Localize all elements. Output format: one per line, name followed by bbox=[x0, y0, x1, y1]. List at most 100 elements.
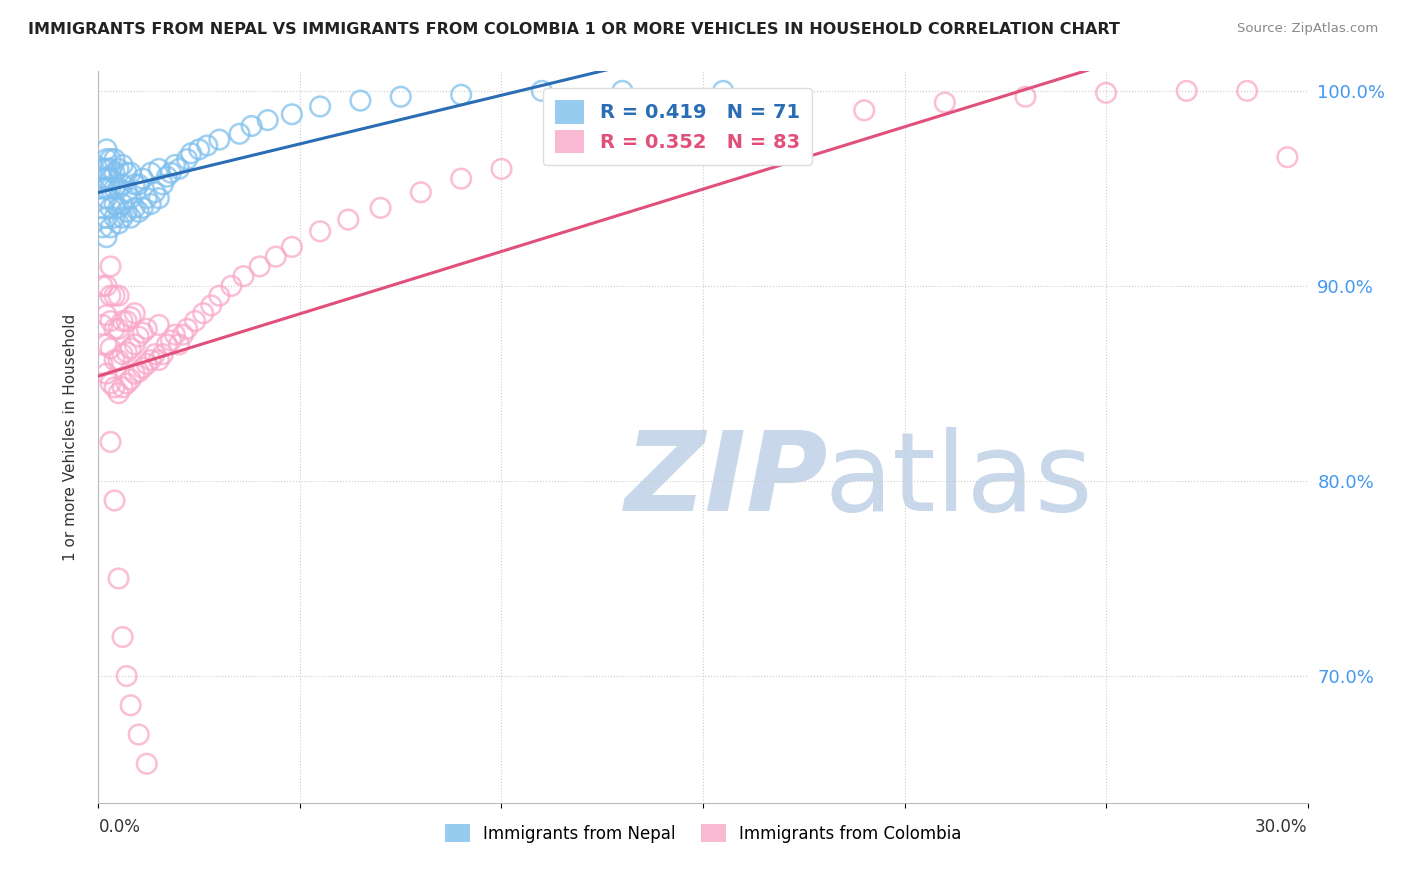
Point bbox=[228, 127, 250, 141]
Point bbox=[103, 380, 125, 394]
Point bbox=[120, 698, 142, 713]
Point bbox=[111, 314, 134, 328]
Point bbox=[128, 178, 150, 192]
Point bbox=[232, 269, 254, 284]
Point bbox=[139, 166, 162, 180]
Point bbox=[148, 353, 170, 368]
Point bbox=[853, 103, 876, 118]
Point bbox=[107, 201, 129, 215]
Point bbox=[96, 181, 118, 195]
Point bbox=[120, 342, 142, 356]
Point bbox=[100, 342, 122, 356]
Point bbox=[111, 158, 134, 172]
Point bbox=[111, 197, 134, 211]
Point bbox=[551, 146, 574, 161]
Point bbox=[103, 197, 125, 211]
Point bbox=[156, 337, 179, 351]
Point bbox=[450, 87, 472, 102]
Point bbox=[100, 434, 122, 449]
Point bbox=[111, 178, 134, 192]
Point bbox=[120, 211, 142, 225]
Point bbox=[281, 107, 304, 121]
Point bbox=[96, 171, 118, 186]
Point bbox=[135, 756, 157, 771]
Point bbox=[111, 630, 134, 644]
Point bbox=[167, 161, 190, 176]
Point bbox=[107, 181, 129, 195]
Point bbox=[103, 493, 125, 508]
Point bbox=[281, 240, 304, 254]
Point bbox=[195, 138, 218, 153]
Point bbox=[107, 353, 129, 368]
Text: IMMIGRANTS FROM NEPAL VS IMMIGRANTS FROM COLOMBIA 1 OR MORE VEHICLES IN HOUSEHOL: IMMIGRANTS FROM NEPAL VS IMMIGRANTS FROM… bbox=[28, 22, 1121, 37]
Point bbox=[180, 146, 202, 161]
Point bbox=[148, 318, 170, 332]
Point bbox=[120, 191, 142, 205]
Point bbox=[103, 353, 125, 368]
Point bbox=[309, 99, 332, 113]
Point bbox=[167, 337, 190, 351]
Point bbox=[152, 347, 174, 361]
Point bbox=[249, 260, 271, 274]
Point bbox=[91, 357, 114, 371]
Point bbox=[115, 314, 138, 328]
Point bbox=[120, 372, 142, 386]
Point bbox=[152, 178, 174, 192]
Text: atlas: atlas bbox=[824, 427, 1092, 534]
Point bbox=[115, 345, 138, 359]
Point bbox=[100, 288, 122, 302]
Text: Source: ZipAtlas.com: Source: ZipAtlas.com bbox=[1237, 22, 1378, 36]
Point bbox=[139, 197, 162, 211]
Point bbox=[530, 84, 553, 98]
Point bbox=[193, 306, 215, 320]
Point bbox=[450, 171, 472, 186]
Point bbox=[100, 181, 122, 195]
Point bbox=[96, 211, 118, 225]
Point bbox=[240, 119, 263, 133]
Point bbox=[409, 186, 432, 200]
Point bbox=[111, 380, 134, 394]
Legend: Immigrants from Nepal, Immigrants from Colombia: Immigrants from Nepal, Immigrants from C… bbox=[439, 818, 967, 849]
Point bbox=[100, 152, 122, 166]
Point bbox=[107, 572, 129, 586]
Point bbox=[100, 376, 122, 391]
Point bbox=[115, 166, 138, 180]
Point bbox=[96, 191, 118, 205]
Point bbox=[96, 230, 118, 244]
Point bbox=[370, 201, 392, 215]
Point bbox=[91, 181, 114, 195]
Point bbox=[612, 133, 634, 147]
Point bbox=[100, 161, 122, 176]
Point bbox=[148, 161, 170, 176]
Point bbox=[107, 161, 129, 176]
Point bbox=[349, 94, 371, 108]
Point bbox=[264, 250, 287, 264]
Point bbox=[107, 386, 129, 401]
Point bbox=[128, 204, 150, 219]
Point bbox=[135, 357, 157, 371]
Point bbox=[135, 322, 157, 336]
Point bbox=[100, 201, 122, 215]
Point bbox=[103, 166, 125, 180]
Point bbox=[120, 166, 142, 180]
Point bbox=[163, 158, 186, 172]
Point bbox=[91, 201, 114, 215]
Point bbox=[111, 347, 134, 361]
Text: 30.0%: 30.0% bbox=[1256, 818, 1308, 837]
Point bbox=[128, 727, 150, 741]
Point bbox=[107, 322, 129, 336]
Point bbox=[103, 322, 125, 336]
Point bbox=[176, 152, 198, 166]
Point bbox=[107, 288, 129, 302]
Point bbox=[176, 322, 198, 336]
Point bbox=[91, 279, 114, 293]
Point bbox=[1095, 86, 1118, 100]
Point bbox=[111, 211, 134, 225]
Point bbox=[115, 376, 138, 391]
Point bbox=[96, 367, 118, 381]
Point bbox=[103, 288, 125, 302]
Point bbox=[100, 260, 122, 274]
Text: 0.0%: 0.0% bbox=[98, 818, 141, 837]
Point bbox=[132, 201, 155, 215]
Point bbox=[692, 123, 714, 137]
